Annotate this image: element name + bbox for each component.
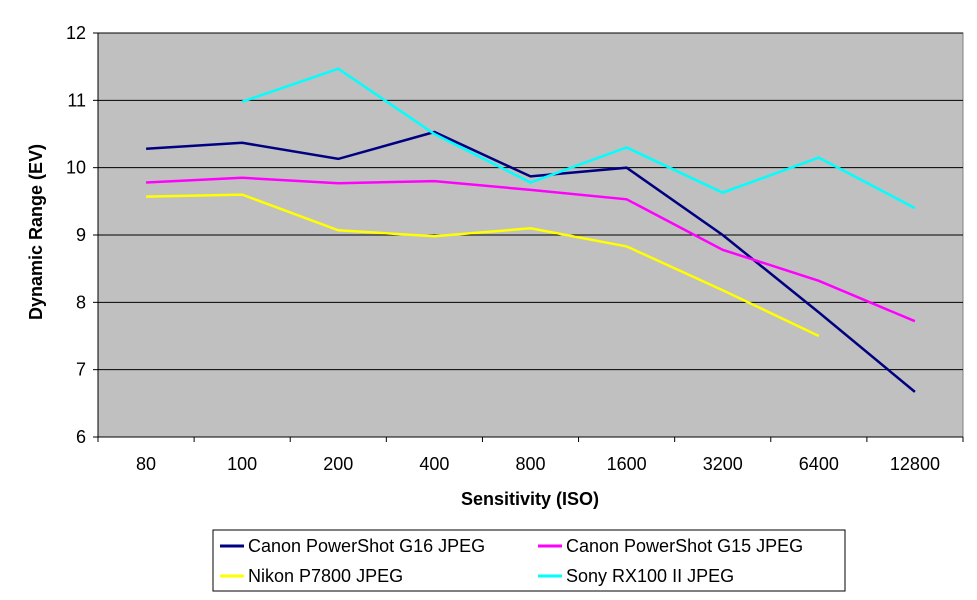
x-tick-label-800: 800 — [515, 454, 545, 474]
y-axis-ticks: 6 7 8 9 10 11 12 — [66, 23, 98, 447]
y-tick-label-6: 6 — [76, 427, 86, 447]
x-tick-label-200: 200 — [323, 454, 353, 474]
series-line-3 — [146, 193, 820, 338]
series-lines — [146, 67, 916, 393]
y-tick-label-8: 8 — [76, 292, 86, 312]
x-tick-label-12800: 12800 — [890, 454, 940, 474]
grid-lines — [98, 32, 963, 371]
x-tick-label-6400: 6400 — [799, 454, 839, 474]
x-tick-label-100: 100 — [227, 454, 257, 474]
y-tick-label-9: 9 — [76, 225, 86, 245]
x-tick-label-80: 80 — [136, 454, 156, 474]
legend-box — [212, 529, 846, 592]
series-line-1 — [146, 130, 916, 393]
y-tick-label-11: 11 — [67, 90, 86, 110]
legend-label-1: Canon PowerShot G16 JPEG — [248, 536, 485, 556]
x-tick-label-400: 400 — [419, 454, 449, 474]
legend-label-4: Sony RX100 II JPEG — [566, 566, 734, 586]
legend: Canon PowerShot G16 JPEG Canon PowerShot … — [212, 529, 846, 592]
x-tick-label-3200: 3200 — [703, 454, 743, 474]
y-tick-label-10: 10 — [66, 158, 86, 178]
x-axis-title: Sensitivity (ISO) — [461, 489, 599, 509]
legend-label-3: Nikon P7800 JPEG — [248, 566, 403, 586]
series-line-2 — [146, 176, 916, 323]
legend-label-2: Canon PowerShot G15 JPEG — [566, 536, 803, 556]
x-tick-label-1600: 1600 — [607, 454, 647, 474]
series-line-4 — [241, 67, 916, 210]
y-axis-title: Dynamic Range (EV) — [26, 144, 46, 320]
y-tick-label-7: 7 — [76, 360, 86, 380]
x-axis-ticks: 80 100 200 400 800 1600 3200 6400 12800 — [97, 437, 964, 474]
y-tick-label-12: 12 — [66, 23, 86, 43]
